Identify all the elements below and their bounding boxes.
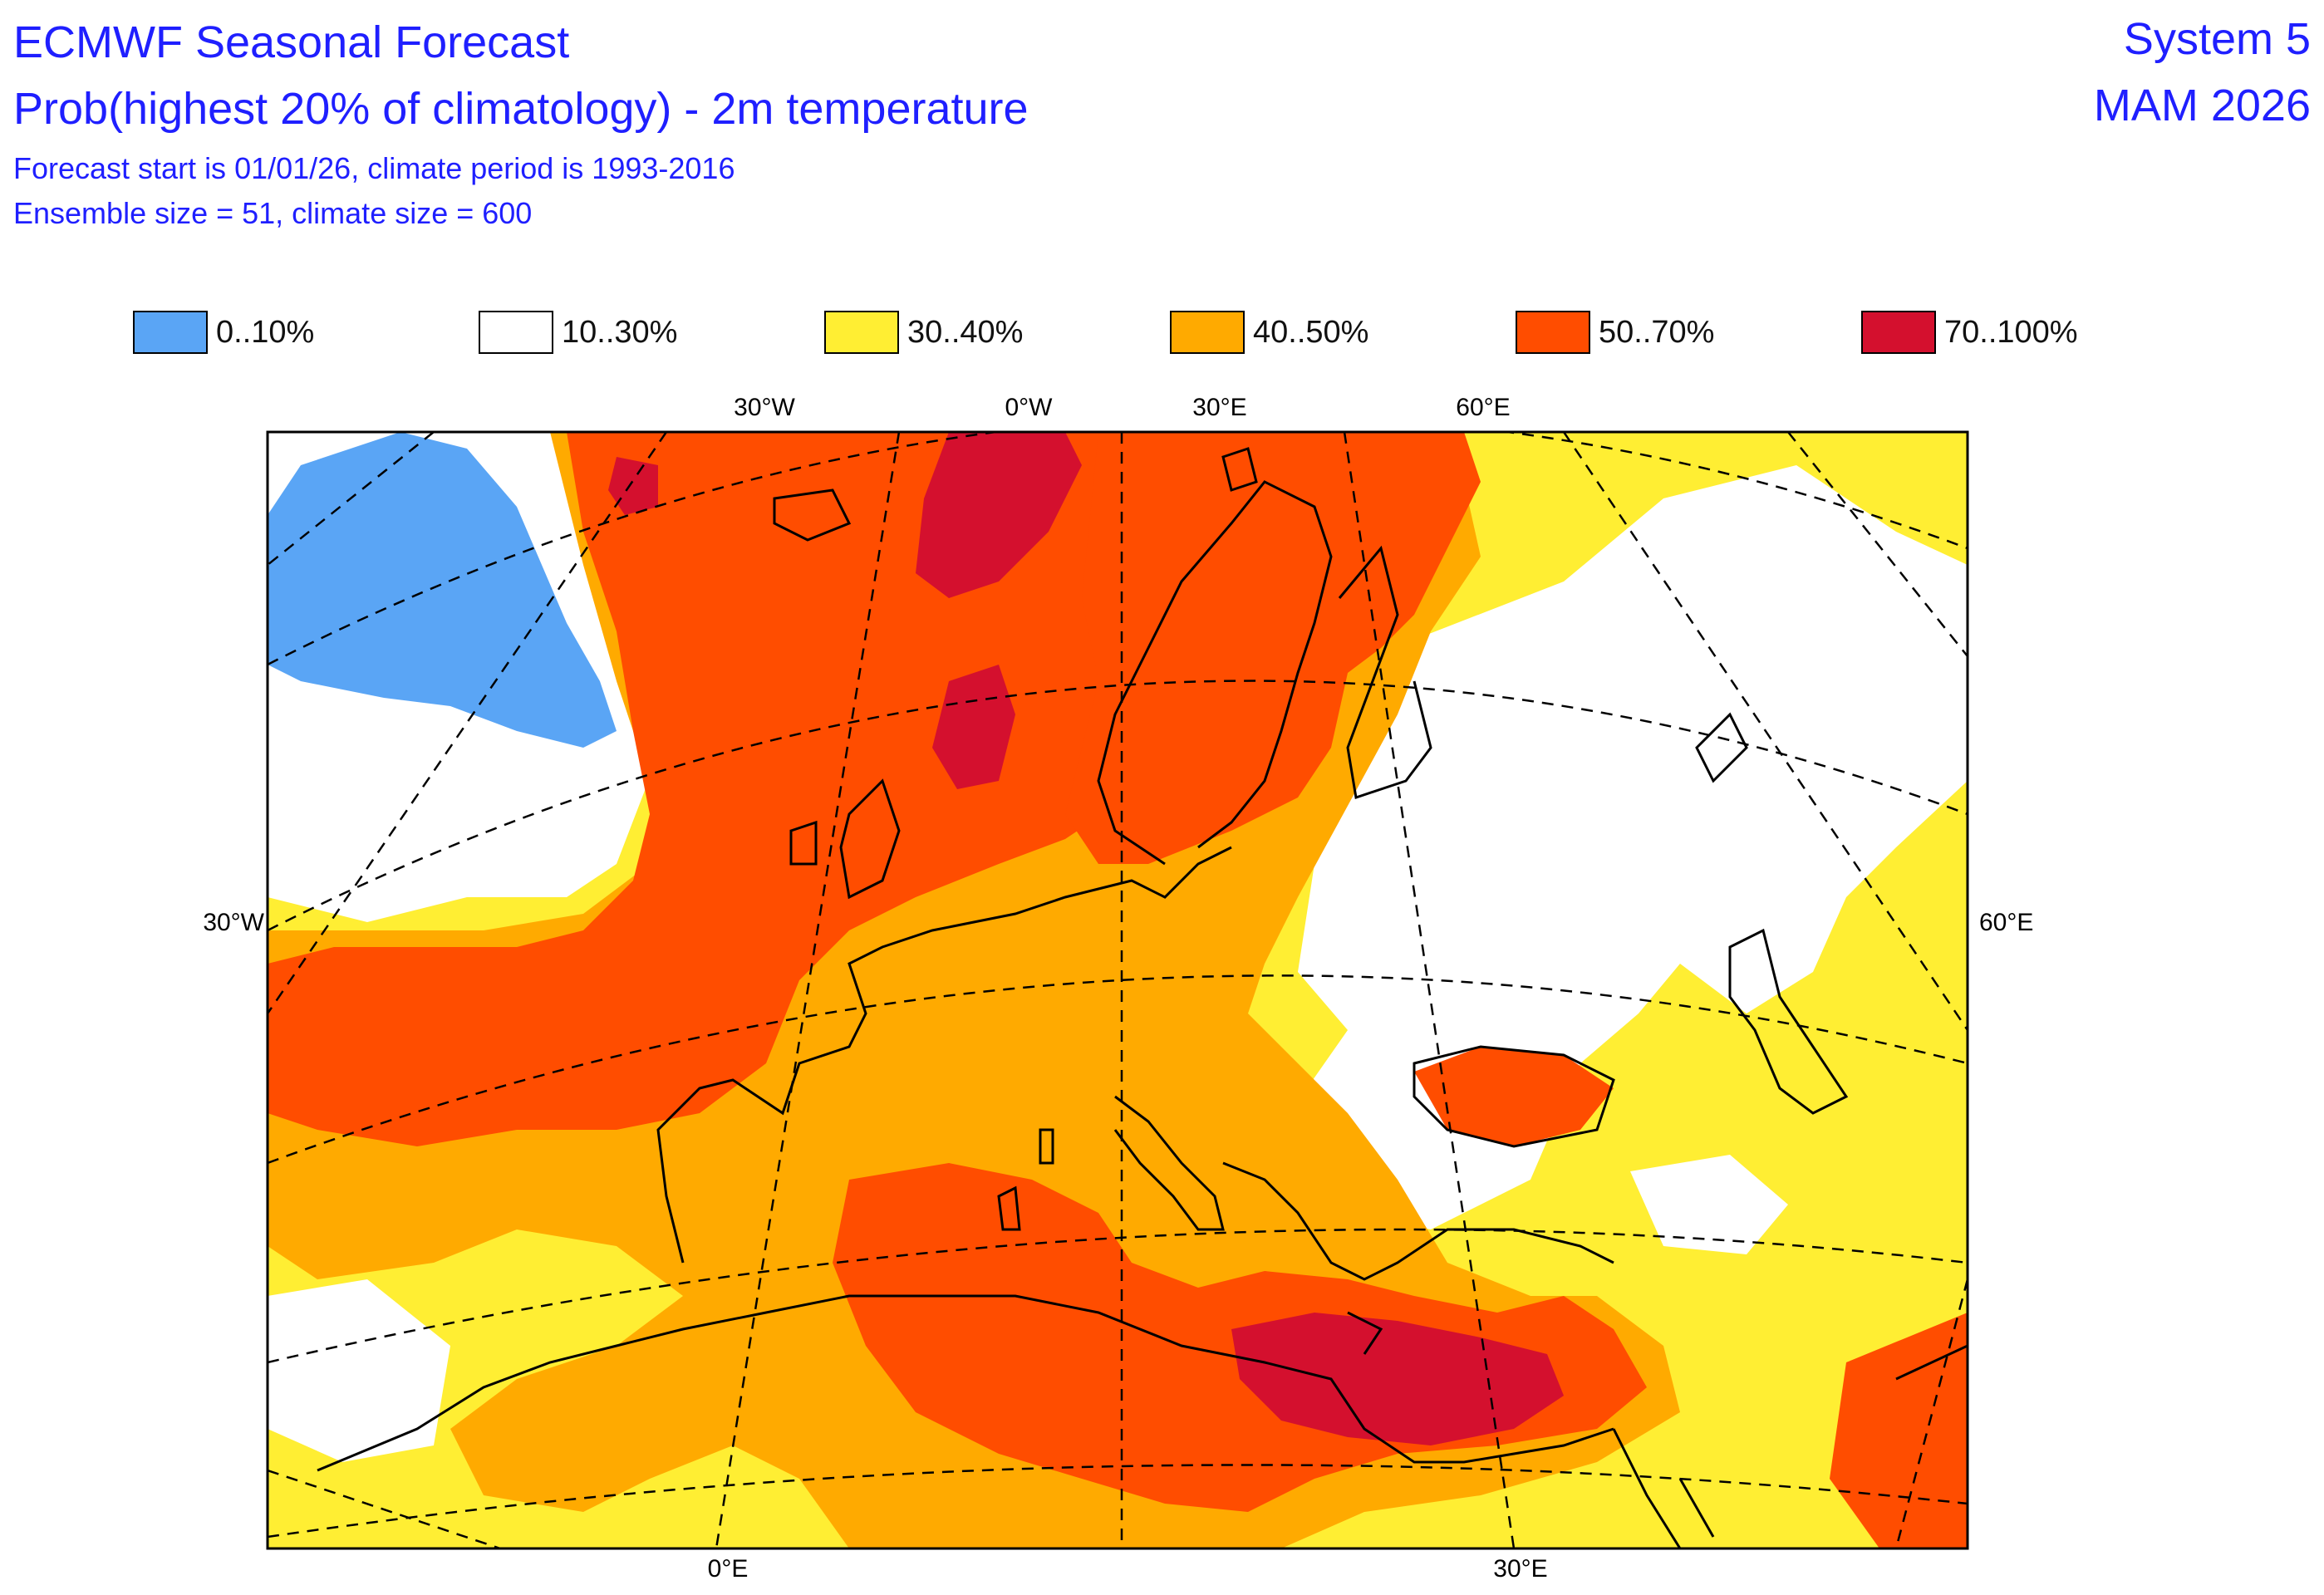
- legend-swatch: [133, 311, 208, 354]
- legend-item: 10..30%: [479, 307, 677, 357]
- lon-label-top: 60°E: [1456, 394, 1510, 421]
- lat-label-left: 30°W: [203, 909, 264, 936]
- lon-label-bottom: 0°E: [708, 1555, 749, 1583]
- legend-swatch: [824, 311, 899, 354]
- legend-item: 30..40%: [824, 307, 1023, 357]
- region-50-70: [1414, 1047, 1614, 1146]
- legend-label: 30..40%: [907, 314, 1024, 350]
- region-70-100: [932, 665, 1015, 789]
- lon-label-top: 0°W: [1005, 394, 1054, 421]
- legend-item: 50..70%: [1516, 307, 1714, 357]
- ensemble-info: Ensemble size = 51, climate size = 600: [13, 196, 533, 230]
- legend-item: 40..50%: [1170, 307, 1368, 357]
- legend-item: 0..10%: [133, 307, 314, 357]
- region-50-70: [268, 432, 1314, 1146]
- legend-swatch: [1861, 311, 1936, 354]
- region-10-30: [1290, 465, 1968, 1229]
- system-label: System 5: [2123, 14, 2311, 64]
- lon-label-top: 30°E: [1192, 394, 1246, 421]
- lon-label-top: 30°W: [734, 394, 795, 421]
- region-70-100: [916, 432, 1082, 598]
- legend-label: 50..70%: [1599, 314, 1715, 350]
- forecast-map-figure: 30°W 0°W 30°E 60°E 30°W 60°E 0°E 30°E: [203, 394, 2033, 1583]
- region-50-70: [1065, 432, 1481, 864]
- color-legend: 0..10% 10..30% 30..40% 40..50% 50..70% 7…: [0, 307, 2324, 357]
- forecast-start-info: Forecast start is 01/01/26, climate peri…: [13, 151, 735, 185]
- legend-label: 70..100%: [1944, 314, 2078, 350]
- legend-label: 40..50%: [1253, 314, 1369, 350]
- legend-label: 10..30%: [562, 314, 678, 350]
- region-50-70: [1830, 1313, 1968, 1548]
- region-70-100: [608, 457, 658, 515]
- region-70-100: [1231, 1313, 1564, 1445]
- map-frame: [266, 430, 1969, 1550]
- legend-swatch: [479, 311, 553, 354]
- lon-label-bottom: 30°E: [1493, 1555, 1547, 1583]
- legend-swatch: [1170, 311, 1245, 354]
- forecast-subtitle: Prob(highest 20% of climatology) - 2m te…: [13, 84, 1029, 134]
- lat-label-right: 60°E: [1979, 909, 2033, 936]
- legend-swatch: [1516, 311, 1590, 354]
- coastlines: [317, 447, 1968, 1548]
- forecast-title: ECMWF Seasonal Forecast: [13, 17, 570, 67]
- region-10-30: [1863, 648, 1968, 781]
- region-10-30: [1630, 1155, 1788, 1254]
- region-0-10: [268, 432, 617, 748]
- probability-field: [268, 432, 1968, 1548]
- legend-item: 70..100%: [1861, 307, 2078, 357]
- region-10-30: [268, 1279, 450, 1462]
- season-label: MAM 2026: [2093, 81, 2311, 130]
- legend-label: 0..10%: [216, 314, 315, 350]
